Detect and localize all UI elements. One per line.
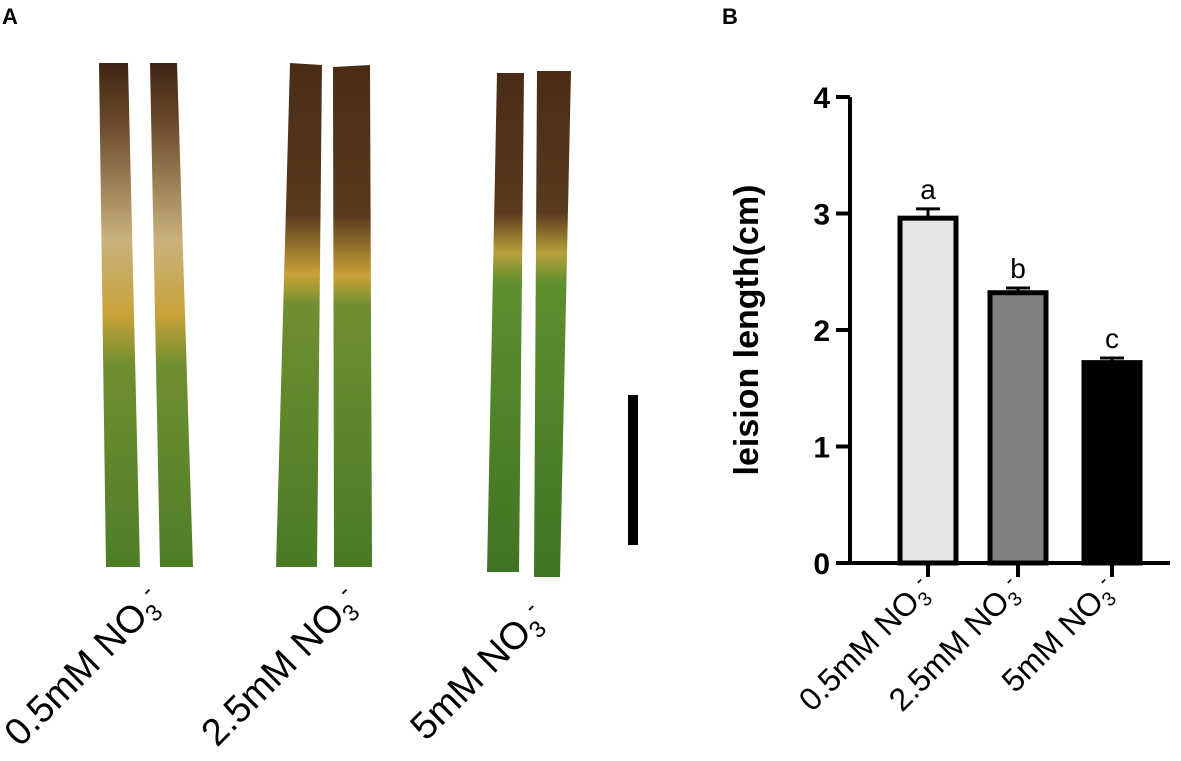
panel-a: A 0.5mM NO3- 2.5mM NO3- 5mM NO3- <box>0 4 638 756</box>
leaf-photo <box>487 73 524 572</box>
y-tick-label: 1 <box>813 432 830 465</box>
photo-label-2.5mM: 2.5mM NO3- <box>192 578 370 756</box>
leaf-photo <box>150 63 193 567</box>
leaf-photo <box>276 63 322 567</box>
significance-letter: a <box>920 174 936 205</box>
photo-label-text: 0.5mM NO3- <box>0 578 173 756</box>
bar <box>897 215 959 566</box>
y-axis-label: leision length(cm) <box>728 185 766 476</box>
bar <box>1081 360 1143 566</box>
photo-label-0.5mM: 0.5mM NO3- <box>0 578 173 756</box>
y-tick-label: 3 <box>813 199 830 232</box>
panel-b: B leision length(cm) 0 1 2 3 4 a b c 0.5mM NO3… <box>722 4 1170 718</box>
photo-label-text: 5mM NO3- <box>401 595 557 751</box>
leaf-group-0.5mM <box>99 63 193 567</box>
leaf-photo <box>99 63 140 567</box>
significance-letter: b <box>1010 253 1026 284</box>
leaf-photo <box>534 71 571 577</box>
panel-a-letter: A <box>2 4 18 29</box>
significance-letter: c <box>1105 323 1119 354</box>
photo-label-text: 2.5mM NO3- <box>192 578 370 756</box>
panel-b-letter: B <box>722 4 738 29</box>
leaf-group-2.5mM <box>276 63 372 567</box>
y-tick-label: 0 <box>813 548 830 581</box>
bar <box>987 290 1049 566</box>
chart-bars: a b c <box>897 174 1143 566</box>
photo-label-5mM: 5mM NO3- <box>401 595 557 751</box>
leaf-group-5mM <box>487 71 571 577</box>
chart-x-labels: 0.5mM NO3-2.5mM NO3-5mM NO3- <box>792 571 1121 718</box>
leaf-photo <box>333 65 372 567</box>
y-tick-label: 2 <box>813 315 830 348</box>
y-tick-label: 4 <box>813 82 830 115</box>
scale-bar <box>628 395 638 545</box>
